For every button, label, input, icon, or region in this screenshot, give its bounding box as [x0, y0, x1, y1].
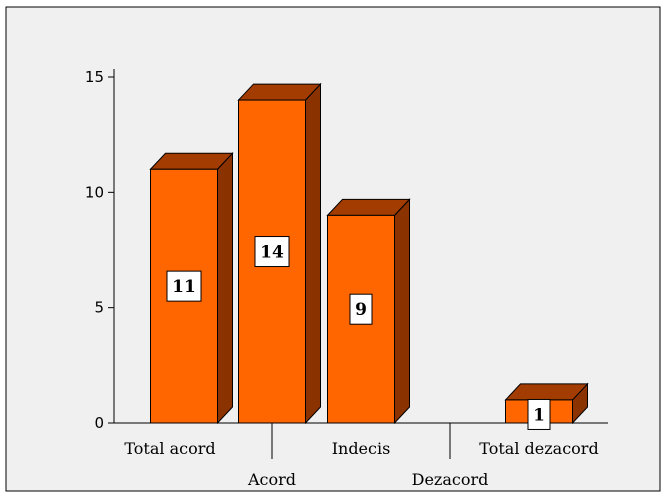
data-label: 11	[172, 277, 196, 297]
data-label: 14	[260, 243, 284, 263]
y-tick-label: 0	[94, 414, 104, 432]
bar-top	[237, 83, 322, 101]
bar: 11	[149, 152, 234, 425]
data-label-box	[527, 398, 551, 430]
bar: 14	[237, 82, 322, 425]
bar-top	[149, 152, 234, 170]
data-label-box	[254, 236, 290, 268]
bars: 11 14 9 1	[149, 82, 589, 430]
bar: 1	[504, 382, 589, 430]
category-label: Acord	[247, 470, 296, 489]
bar-side	[394, 198, 410, 425]
y-tick-label: 5	[94, 299, 104, 317]
bar-top	[326, 198, 411, 216]
bar-top	[504, 383, 589, 401]
bar-side	[305, 82, 321, 425]
data-label-box	[349, 293, 373, 325]
category-label: Total acord	[124, 439, 215, 458]
bar-side	[217, 152, 233, 425]
data-label: 1	[533, 405, 545, 425]
data-label-box	[166, 270, 202, 302]
y-tick-label: 10	[85, 183, 104, 201]
y-tick-label: 15	[85, 68, 104, 86]
category-label: Indecis	[332, 439, 391, 458]
y-axis: 0 5 10 15	[85, 68, 115, 432]
category-label: Dezacord	[412, 470, 489, 489]
category-label: Total dezacord	[479, 439, 598, 458]
category-labels: Total acord Acord Indecis Dezacord Total dez…	[124, 423, 599, 489]
bar: 9	[326, 198, 411, 425]
data-label: 9	[355, 300, 367, 320]
